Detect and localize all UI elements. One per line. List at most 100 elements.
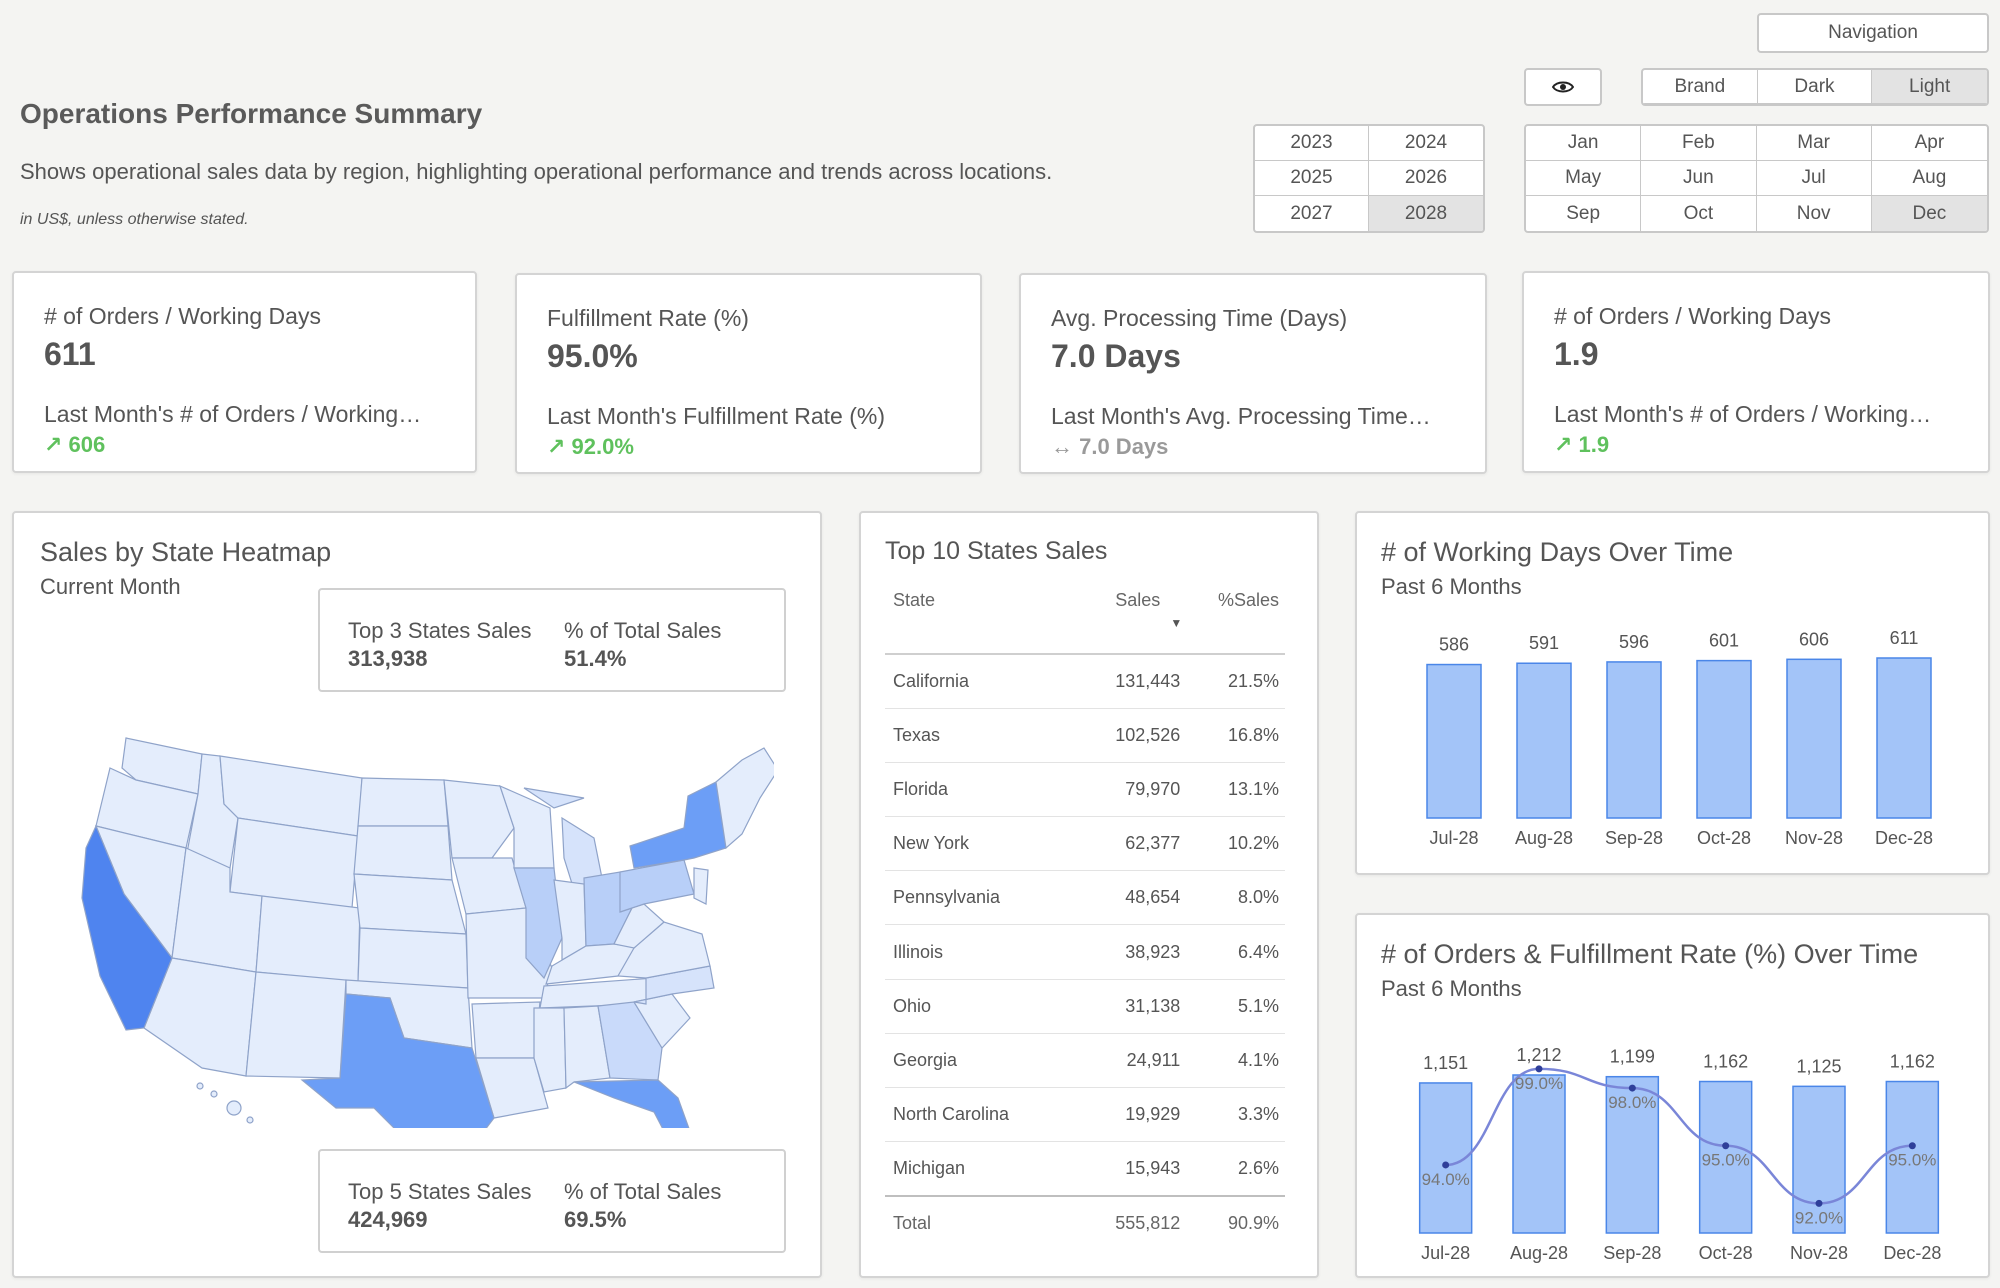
month-may-button[interactable]: May	[1526, 161, 1642, 196]
table-row[interactable]: North Carolina 19,929 3.3%	[885, 1087, 1285, 1143]
year-2025-button[interactable]: 2025	[1255, 161, 1369, 196]
table-row[interactable]: Michigan 15,943 2.6%	[885, 1141, 1285, 1197]
month-jun-button[interactable]: Jun	[1641, 161, 1757, 196]
bar-value-label: 606	[1799, 629, 1829, 649]
state-pennsylvania[interactable]	[619, 859, 695, 913]
column-header-pct[interactable]: %Sales	[1180, 578, 1285, 655]
bar-Dec-28[interactable]	[1885, 1080, 1940, 1234]
x-axis-tick-label: Sep-28	[1605, 828, 1663, 848]
table-row[interactable]: Texas 102,526 16.8%	[885, 708, 1285, 763]
line-point-Aug-28[interactable]	[1535, 1065, 1543, 1073]
line-value-label: 95.0%	[1888, 1151, 1936, 1170]
x-axis-tick-label: Sep-28	[1603, 1243, 1661, 1263]
sort-descending-icon[interactable]: ▼	[1170, 616, 1183, 630]
state-cell: North Carolina	[885, 1087, 1079, 1143]
bar-Jul-28[interactable]	[1426, 663, 1482, 819]
line-point-Jul-28[interactable]	[1442, 1161, 1450, 1169]
year-2027-button[interactable]: 2027	[1255, 196, 1369, 231]
state-cell: Florida	[885, 762, 1079, 818]
line-point-Sep-28[interactable]	[1628, 1084, 1636, 1092]
pct-cell: 21.5%	[1180, 654, 1285, 709]
state-new-jersey[interactable]	[693, 867, 709, 905]
bar-Aug-28[interactable]	[1516, 662, 1572, 819]
us-state-map	[81, 737, 774, 1128]
state-cell: Total	[885, 1194, 1079, 1251]
bar-Oct-28[interactable]	[1698, 1080, 1753, 1234]
sales-cell: 131,443	[1078, 654, 1181, 709]
column-header-sales[interactable]: Sales ▼	[1078, 578, 1183, 655]
sales-cell: 48,654	[1078, 870, 1181, 926]
year-2026-button[interactable]: 2026	[1369, 161, 1483, 196]
top3-summary-box: Top 3 States Sales 313,938 % of Total Sa…	[318, 588, 786, 692]
state-hawaii[interactable]	[226, 1100, 242, 1116]
panel-title: Top 10 States Sales	[885, 537, 1108, 565]
state-alabama[interactable]	[563, 1005, 611, 1090]
table-row[interactable]: Georgia 24,911 4.1%	[885, 1033, 1285, 1089]
state-illinois[interactable]	[513, 867, 563, 980]
state-south-dakota[interactable]	[353, 825, 453, 881]
state-minnesota[interactable]	[443, 779, 515, 859]
sales-cell: 24,911	[1078, 1033, 1181, 1089]
top-states-table: State Sales ▼ %Sales California 131,443 21…	[885, 578, 1285, 1251]
state-north-dakota[interactable]	[357, 777, 449, 827]
x-axis-tick-label: Dec-28	[1883, 1243, 1941, 1263]
state-florida[interactable]	[573, 1079, 696, 1128]
theme-dark-button[interactable]: Dark	[1757, 70, 1873, 104]
state-oregon[interactable]	[95, 767, 199, 849]
state-kansas[interactable]	[357, 927, 469, 989]
theme-light-button[interactable]: Light	[1872, 70, 1987, 104]
month-dec-button[interactable]: Dec	[1871, 196, 1987, 231]
state-new-mexico[interactable]	[245, 971, 347, 1079]
state-california[interactable]	[81, 824, 173, 1031]
bar-Sep-28[interactable]	[1606, 661, 1662, 819]
panel-title: # of Orders & Fulfillment Rate (%) Over …	[1381, 939, 1919, 969]
table-row[interactable]: Florida 79,970 13.1%	[885, 762, 1285, 818]
line-point-Oct-28[interactable]	[1722, 1142, 1730, 1150]
state-georgia[interactable]	[597, 1001, 663, 1081]
table-row[interactable]: California 131,443 21.5%	[885, 654, 1285, 709]
pct-cell: 2.6%	[1180, 1141, 1285, 1197]
state-nebraska[interactable]	[353, 873, 467, 935]
table-row[interactable]: Ohio 31,138 5.1%	[885, 979, 1285, 1034]
state-new-england[interactable]	[715, 747, 774, 850]
month-jul-button[interactable]: Jul	[1756, 161, 1872, 196]
bar-Jul-28[interactable]	[1418, 1082, 1473, 1234]
line-point-Nov-28[interactable]	[1815, 1199, 1823, 1207]
top3-sales-label: Top 3 States Sales	[348, 618, 532, 643]
state-mississippi[interactable]	[533, 1007, 567, 1093]
state-new-york[interactable]	[629, 781, 727, 869]
table-row[interactable]: New York 62,377 10.2%	[885, 816, 1285, 872]
month-aug-button[interactable]: Aug	[1871, 161, 1987, 196]
month-oct-button[interactable]: Oct	[1641, 196, 1757, 231]
navigation-button[interactable]: Navigation	[1757, 13, 1989, 53]
bar-Dec-28[interactable]	[1876, 657, 1932, 819]
line-point-Dec-28[interactable]	[1908, 1142, 1916, 1150]
bar-Oct-28[interactable]	[1696, 659, 1752, 819]
panel-title: Sales by State Heatmap	[40, 537, 332, 567]
bar-Nov-28[interactable]	[1786, 658, 1842, 819]
kpi-delta: ↗ 606	[44, 432, 106, 457]
table-row[interactable]: Illinois 38,923 6.4%	[885, 924, 1285, 980]
month-jan-button[interactable]: Jan	[1526, 126, 1642, 161]
table-row[interactable]: Pennsylvania 48,654 8.0%	[885, 870, 1285, 926]
theme-brand-button[interactable]: Brand	[1643, 70, 1758, 104]
month-mar-button[interactable]: Mar	[1756, 126, 1872, 161]
year-2024-button[interactable]: 2024	[1369, 126, 1483, 161]
visibility-toggle-button[interactable]	[1524, 68, 1602, 106]
month-nov-button[interactable]: Nov	[1757, 196, 1872, 231]
year-2028-button[interactable]: 2028	[1369, 196, 1483, 231]
column-header-state[interactable]: State	[885, 578, 1079, 655]
bar-Nov-28[interactable]	[1792, 1085, 1846, 1234]
bar-Sep-28[interactable]	[1605, 1075, 1660, 1234]
state-colorado[interactable]	[255, 895, 361, 983]
month-feb-button[interactable]: Feb	[1641, 126, 1757, 161]
bar-value-label: 591	[1529, 633, 1559, 653]
state-texas[interactable]	[300, 993, 495, 1128]
year-selector: 2023 2024 2025 2026 2027 2028	[1253, 124, 1485, 233]
month-apr-button[interactable]: Apr	[1871, 126, 1987, 161]
state-cell: Ohio	[885, 979, 1079, 1034]
bar-Aug-28[interactable]	[1512, 1074, 1566, 1234]
year-2023-button[interactable]: 2023	[1255, 126, 1369, 161]
state-arkansas[interactable]	[471, 1001, 541, 1059]
month-sep-button[interactable]: Sep	[1526, 196, 1642, 231]
